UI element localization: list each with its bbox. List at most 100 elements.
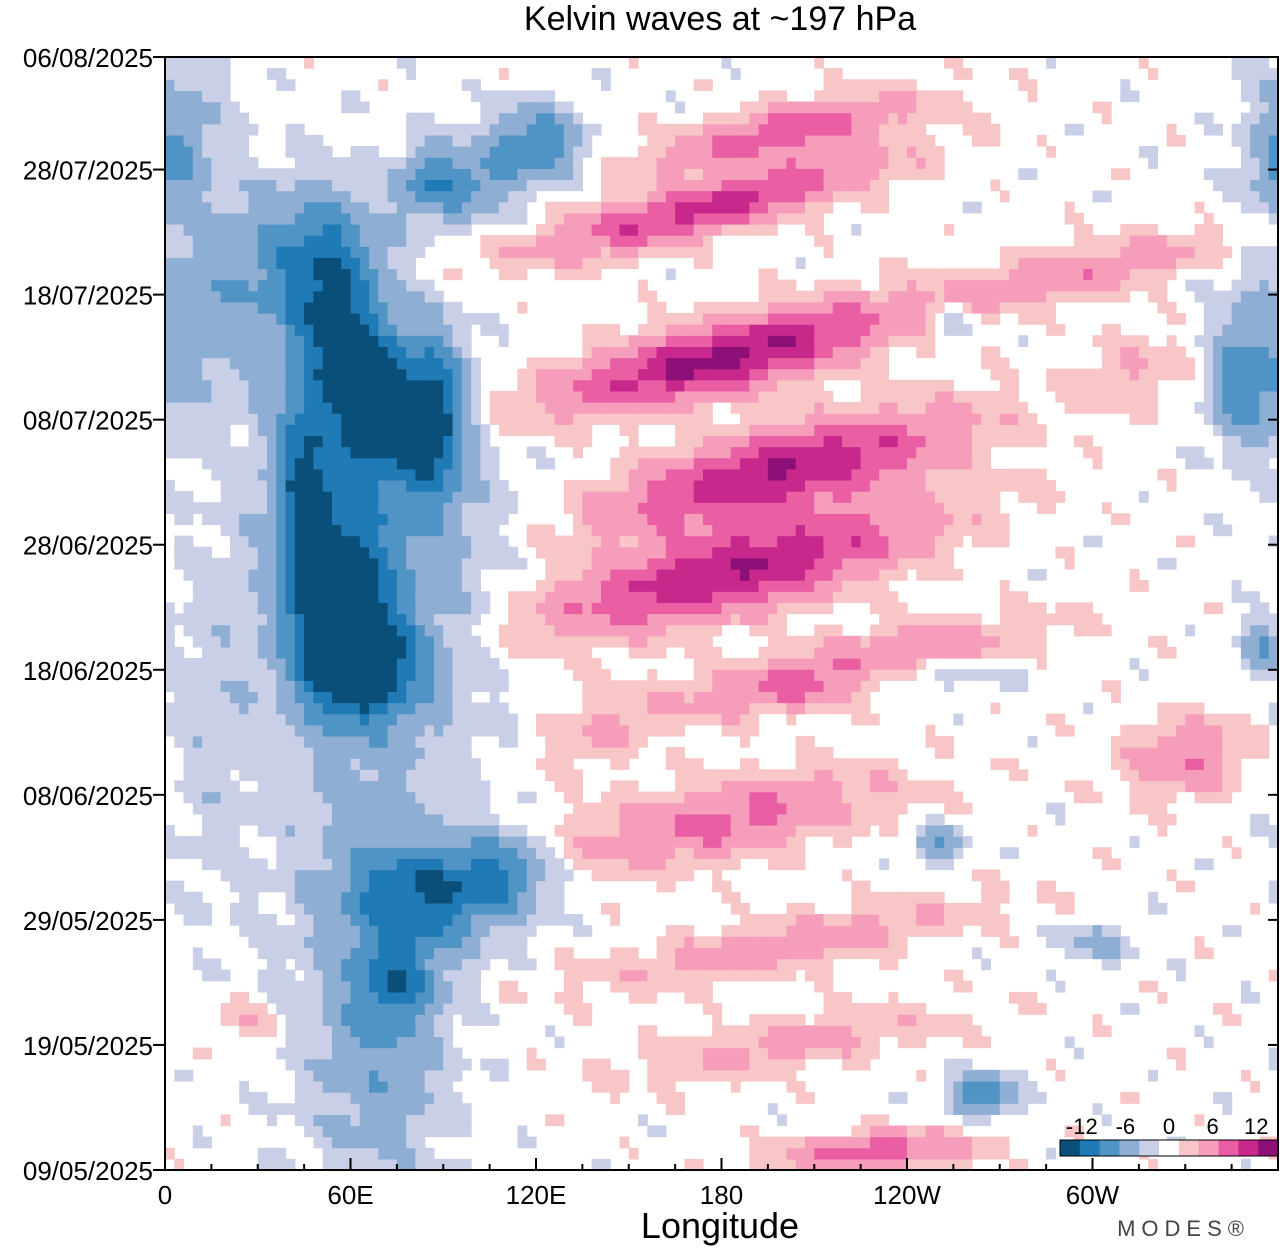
contour-cell <box>415 780 426 793</box>
contour-cell <box>832 568 843 581</box>
contour-cell <box>239 669 250 681</box>
contour-cell <box>331 424 342 437</box>
contour-cell <box>276 413 287 425</box>
contour-cell <box>471 613 481 626</box>
contour-cell <box>294 457 305 470</box>
contour-cell <box>656 824 667 837</box>
contour-cell <box>665 602 676 615</box>
contour-cell <box>1064 925 1075 937</box>
contour-cell <box>424 958 435 971</box>
contour-cell <box>675 1103 685 1115</box>
contour-cell <box>267 602 277 615</box>
contour-cell <box>220 635 231 648</box>
contour-cell <box>369 780 379 793</box>
contour-cell <box>415 568 426 581</box>
contour-cell <box>860 580 871 592</box>
contour-cell <box>517 613 528 626</box>
contour-cell <box>239 758 250 770</box>
contour-cell <box>267 747 277 759</box>
contour-cell <box>879 824 890 837</box>
contour-cell <box>888 1125 899 1138</box>
contour-cell <box>684 824 695 837</box>
contour-cell <box>758 1025 769 1038</box>
contour-cell <box>248 479 259 492</box>
contour-cell <box>971 446 982 459</box>
contour-cell <box>359 724 370 737</box>
contour-cell <box>962 413 973 425</box>
contour-cell <box>396 713 407 726</box>
contour-cell <box>1250 1080 1261 1093</box>
contour-cell <box>267 513 277 526</box>
contour-cell <box>786 580 797 592</box>
contour-cell <box>934 624 945 637</box>
contour-cell <box>489 691 500 704</box>
contour-cell <box>415 524 426 537</box>
contour-cell <box>285 980 296 993</box>
contour-cell <box>888 925 899 937</box>
contour-cell <box>341 1003 352 1015</box>
contour-cell <box>1009 635 1019 648</box>
contour-cell <box>1148 747 1159 759</box>
contour-cell <box>1166 468 1177 481</box>
contour-cell <box>1222 735 1233 748</box>
contour-cell <box>331 780 342 793</box>
contour-cell <box>341 1092 352 1104</box>
contour-cell <box>229 624 240 637</box>
contour-cell <box>341 568 352 581</box>
contour-cell <box>712 802 723 815</box>
contour-cell <box>851 502 862 514</box>
contour-cell <box>758 524 769 537</box>
contour-cell <box>369 691 379 704</box>
contour-cell <box>786 1080 797 1093</box>
contour-cell <box>619 624 630 637</box>
contour-cell <box>350 1125 361 1138</box>
contour-cell <box>591 836 602 848</box>
contour-cell <box>823 658 834 670</box>
contour-cell <box>424 858 435 871</box>
contour-cell <box>907 658 917 670</box>
contour-cell <box>304 758 314 770</box>
contour-cell <box>1268 635 1278 648</box>
contour-cell <box>322 413 333 425</box>
contour-cell <box>628 836 639 848</box>
contour-cell <box>517 936 528 948</box>
contour-cell <box>452 969 463 982</box>
contour-cell <box>888 758 899 770</box>
contour-cell <box>925 435 936 448</box>
contour-cell <box>656 969 667 982</box>
contour-cell <box>424 836 435 848</box>
contour-cell <box>239 602 250 615</box>
contour-cell <box>498 891 509 904</box>
contour-cell <box>415 858 426 871</box>
contour-cell <box>294 813 305 826</box>
contour-cell <box>1055 724 1066 737</box>
contour-cell <box>396 613 407 626</box>
contour-cell <box>452 836 463 848</box>
contour-cell <box>1009 847 1019 859</box>
contour-cell <box>897 1014 908 1026</box>
contour-cell <box>387 535 398 548</box>
contour-cell <box>749 546 760 559</box>
contour-cell <box>248 702 259 715</box>
contour-cell <box>257 658 268 670</box>
contour-cell <box>433 568 444 581</box>
contour-cell <box>879 513 890 526</box>
contour-cell <box>665 591 676 603</box>
contour-cell <box>1250 479 1261 492</box>
contour-cell <box>433 669 444 681</box>
contour-cell <box>740 435 750 448</box>
contour-cell <box>545 758 556 770</box>
contour-cell <box>1036 424 1047 437</box>
contour-cell <box>1185 535 1196 548</box>
contour-cell <box>359 591 370 603</box>
contour-cell <box>415 613 426 626</box>
contour-cell <box>294 991 305 1004</box>
contour-cell <box>461 1158 472 1170</box>
contour-cell <box>322 568 333 581</box>
contour-cell <box>665 925 676 937</box>
contour-cell <box>934 791 945 804</box>
contour-cell <box>313 546 324 559</box>
contour-cell <box>378 1147 389 1160</box>
contour-cell <box>1268 836 1278 848</box>
contour-cell <box>869 1147 880 1160</box>
